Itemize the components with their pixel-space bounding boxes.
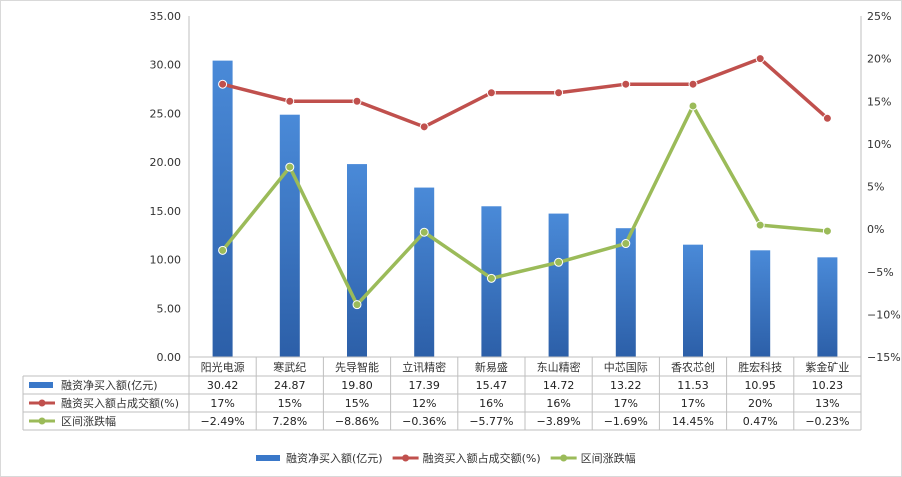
table-row-header: 融资买入额占成交额(%) bbox=[61, 396, 179, 410]
right-tick-label: 5% bbox=[867, 181, 884, 194]
line-point-1-6 bbox=[621, 79, 631, 89]
line-point-1-7 bbox=[688, 79, 698, 89]
right-tick-label: 20% bbox=[867, 53, 891, 66]
line-point-1-0 bbox=[218, 79, 228, 89]
line-point-2-0 bbox=[218, 245, 228, 255]
legend-entry: 融资买入额占成交额(%) bbox=[423, 451, 541, 465]
table-cell: 17% bbox=[681, 397, 705, 410]
line-series-1 bbox=[222, 56, 829, 129]
right-tick-label: −10% bbox=[867, 308, 901, 321]
category-label: 新易盛 bbox=[475, 360, 508, 374]
category-label: 寒武纪 bbox=[273, 360, 306, 374]
table-cell: 16% bbox=[479, 397, 503, 410]
category-label: 阳光电源 bbox=[201, 360, 245, 374]
line-series-2 bbox=[221, 102, 828, 308]
bar-7 bbox=[683, 244, 703, 357]
table-cell: 10.23 bbox=[812, 379, 844, 392]
line-point-1-3 bbox=[419, 122, 429, 132]
table-cell: −0.36% bbox=[402, 415, 446, 428]
left-tick-label: 35.00 bbox=[150, 10, 182, 23]
line-point-1-8 bbox=[755, 54, 765, 64]
line-point-1-2 bbox=[352, 96, 362, 106]
left-tick-label: 5.00 bbox=[157, 302, 182, 315]
line-point-1-1 bbox=[285, 96, 295, 106]
category-label: 东山精密 bbox=[537, 360, 581, 374]
table-cell: 14.45% bbox=[672, 415, 714, 428]
right-tick-label: −5% bbox=[867, 266, 894, 279]
left-tick-label: 20.00 bbox=[150, 156, 182, 169]
bar-5 bbox=[548, 213, 569, 357]
table-cell: 7.28% bbox=[272, 415, 307, 428]
table-cell: 17.39 bbox=[408, 379, 440, 392]
bar-1 bbox=[279, 114, 300, 357]
bar-9 bbox=[817, 257, 838, 357]
right-tick-label: 25% bbox=[867, 10, 891, 23]
left-tick-label: 15.00 bbox=[150, 205, 182, 218]
legend-bar-key bbox=[256, 455, 280, 461]
table-cell: 15% bbox=[278, 397, 302, 410]
line-point-2-1 bbox=[285, 162, 295, 172]
table-cell: 24.87 bbox=[274, 379, 306, 392]
table-cell: 10.95 bbox=[744, 379, 776, 392]
line-point-2-5 bbox=[554, 257, 564, 267]
table-cell: 20% bbox=[748, 397, 772, 410]
category-label: 先导智能 bbox=[335, 360, 379, 374]
table-cell: 16% bbox=[546, 397, 570, 410]
left-tick-label: 10.00 bbox=[150, 254, 182, 267]
table-row-header: 融资净买入额(亿元) bbox=[61, 378, 158, 392]
bar-6 bbox=[615, 228, 636, 357]
table-cell: 17% bbox=[614, 397, 638, 410]
left-tick-label: 30.00 bbox=[150, 59, 182, 72]
line-point-2-4 bbox=[486, 273, 496, 283]
table-cell: 17% bbox=[210, 397, 234, 410]
table-cell: 30.42 bbox=[207, 379, 239, 392]
line-point-2-8 bbox=[755, 220, 765, 230]
line-point-1-5 bbox=[554, 88, 564, 98]
category-label: 紫金矿业 bbox=[805, 360, 849, 374]
bar-2 bbox=[347, 164, 367, 357]
category-label: 香农芯创 bbox=[671, 360, 715, 374]
table-cell: 13% bbox=[815, 397, 839, 410]
table-cell: 12% bbox=[412, 397, 436, 410]
left-tick-label: 25.00 bbox=[150, 107, 182, 120]
line-point-2-6 bbox=[621, 239, 631, 249]
line-point-1-9 bbox=[822, 113, 832, 123]
right-tick-label: 0% bbox=[867, 223, 884, 236]
table-cell: 0.47% bbox=[743, 415, 778, 428]
line-point-2-3 bbox=[419, 227, 429, 237]
table-cell: −3.89% bbox=[537, 415, 581, 428]
table-cell: 14.72 bbox=[543, 379, 575, 392]
table-cell: −2.49% bbox=[201, 415, 245, 428]
table-row-header: 区间涨跌幅 bbox=[61, 414, 116, 428]
line-point-2-9 bbox=[822, 226, 832, 236]
category-label: 胜宏科技 bbox=[738, 360, 782, 374]
left-tick-label: 0.00 bbox=[157, 351, 182, 364]
table-cell: 11.53 bbox=[677, 379, 709, 392]
bar-3 bbox=[414, 187, 435, 357]
line-point-1-4 bbox=[486, 88, 496, 98]
category-label: 立讯精密 bbox=[402, 360, 446, 374]
bar-0 bbox=[212, 60, 233, 357]
line-point-2-2 bbox=[352, 300, 362, 310]
table-cell: 15% bbox=[345, 397, 369, 410]
category-label: 中芯国际 bbox=[604, 360, 648, 374]
line-point-2-7 bbox=[688, 101, 698, 111]
table-cell: −5.77% bbox=[469, 415, 513, 428]
right-tick-label: 10% bbox=[867, 138, 891, 151]
right-tick-label: −15% bbox=[867, 351, 901, 364]
table-cell: 15.47 bbox=[476, 379, 508, 392]
legend-entry: 融资净买入额(亿元) bbox=[286, 451, 383, 465]
legend-bar-key bbox=[29, 382, 53, 388]
right-tick-label: 15% bbox=[867, 95, 891, 108]
table-cell: −1.69% bbox=[604, 415, 648, 428]
table-cell: −8.86% bbox=[335, 415, 379, 428]
table-cell: 19.80 bbox=[341, 379, 373, 392]
table-cell: −0.23% bbox=[805, 415, 849, 428]
table-cell: 13.22 bbox=[610, 379, 642, 392]
legend-entry: 区间涨跌幅 bbox=[581, 451, 636, 465]
bar-8 bbox=[750, 250, 771, 357]
